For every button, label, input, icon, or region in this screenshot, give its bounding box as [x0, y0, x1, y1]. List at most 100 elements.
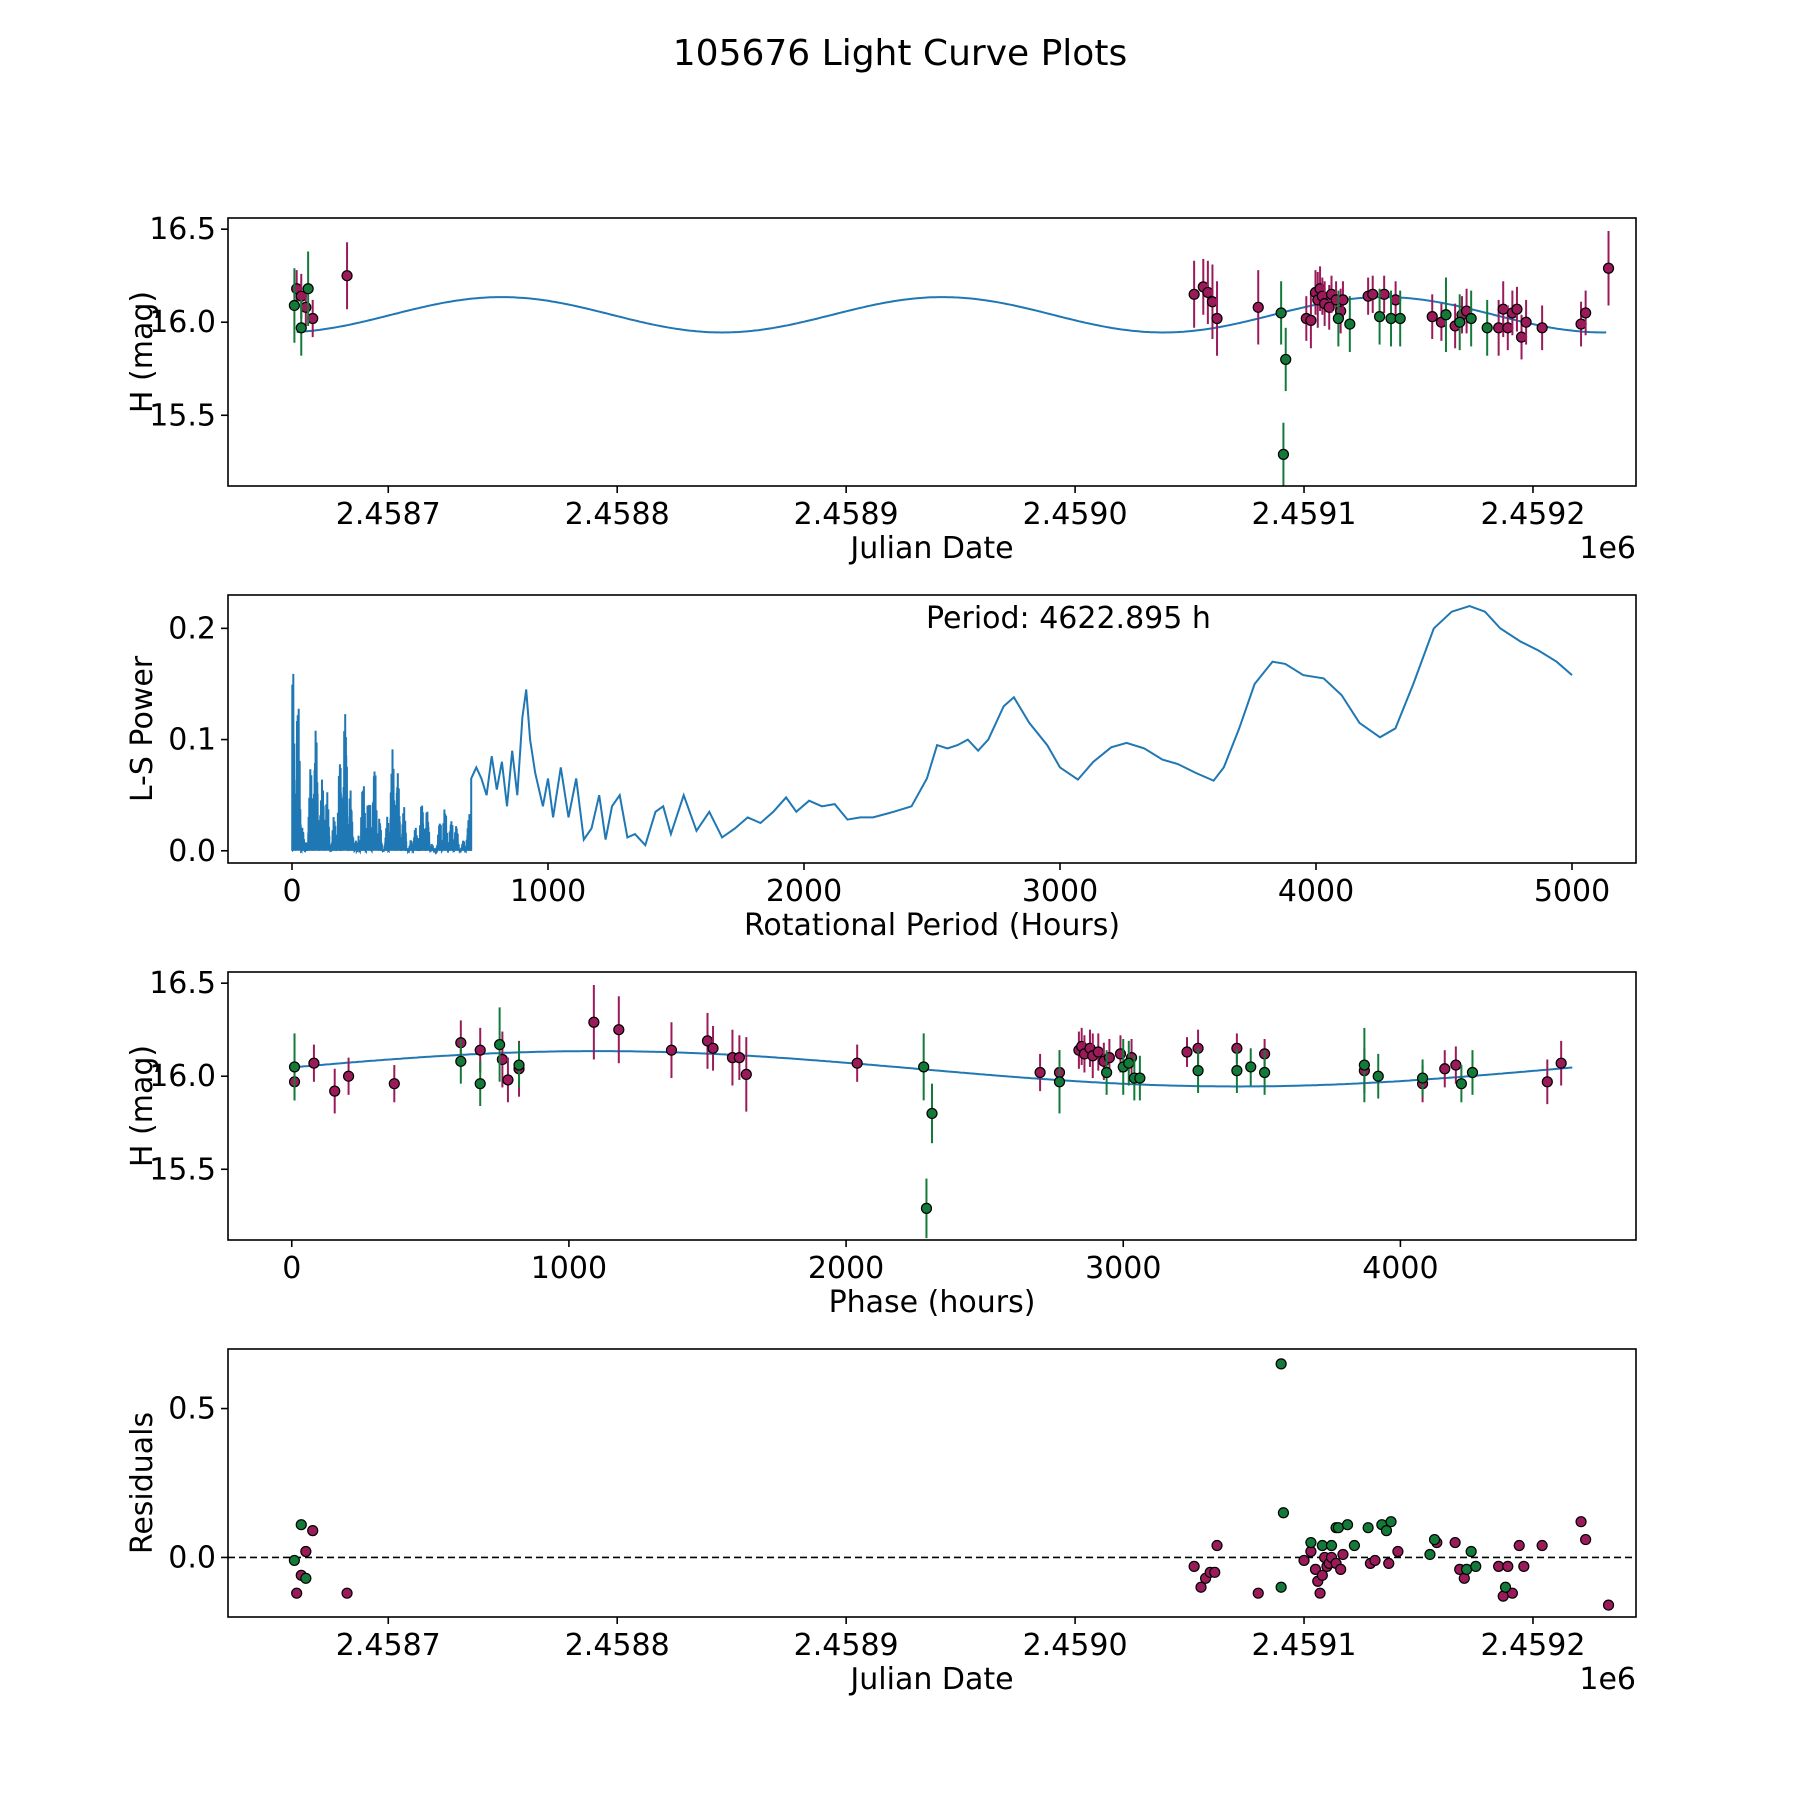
- data-point: [1428, 1533, 1441, 1546]
- series-series-a: [291, 231, 1615, 360]
- data-point: [1392, 1545, 1404, 1558]
- y-axis-label: Residuals: [125, 1412, 160, 1554]
- data-point: [588, 1016, 600, 1028]
- panel-phased: 0 1000 2000 3000 4000 15.5 16.0 16.5 Phase (hour…: [125, 966, 1637, 1320]
- data-point: [1575, 318, 1587, 330]
- x-tick-label: 5000: [1534, 874, 1610, 909]
- data-point: [1466, 1066, 1479, 1079]
- ls-power-line: [291, 605, 1573, 855]
- data-point: [1541, 1076, 1553, 1088]
- x-tick-label: 2.4590: [1023, 1628, 1128, 1663]
- plot-area: [228, 1349, 1636, 1617]
- data-point: [1305, 1536, 1317, 1549]
- data-point: [1385, 1516, 1397, 1528]
- data-point: [288, 1554, 300, 1567]
- data-point: [926, 1107, 938, 1120]
- data-point: [1305, 314, 1317, 326]
- data-point: [1416, 1072, 1429, 1084]
- x-tick-label: 2.4590: [1023, 497, 1128, 532]
- data-point: [1188, 288, 1200, 300]
- y-tick-label: 16.0: [149, 305, 216, 340]
- data-point: [1470, 1560, 1482, 1572]
- data-point: [1316, 1569, 1328, 1581]
- x-tick-label: 2.4588: [565, 1628, 670, 1663]
- panel-lightcurve: 2.4587 2.4588 2.4589 2.4590 2.4591 2.4592 15.5…: [125, 212, 1637, 566]
- data-point: [1575, 1516, 1587, 1528]
- data-point: [1493, 322, 1505, 334]
- data-point: [1211, 312, 1223, 325]
- data-point: [1188, 1560, 1200, 1572]
- data-point: [851, 1057, 863, 1069]
- data-point: [513, 1059, 525, 1071]
- data-point: [920, 1202, 933, 1214]
- data-point: [1394, 312, 1406, 325]
- x-tick-label: 0: [282, 874, 301, 909]
- data-point: [474, 1044, 486, 1056]
- data-point: [1034, 1066, 1046, 1079]
- axes-frame: [227, 971, 1637, 1241]
- data-point: [1372, 1070, 1384, 1082]
- data-point: [1231, 1065, 1243, 1077]
- x-tick-label: 2000: [766, 874, 842, 909]
- data-point: [1383, 1557, 1395, 1570]
- x-tick-label: 4000: [1362, 1251, 1438, 1286]
- plot-content: [228, 1358, 1636, 1611]
- data-point: [1123, 1057, 1135, 1069]
- data-point: [300, 1545, 312, 1558]
- y-tick-label: 16.5: [149, 966, 216, 1001]
- data-point: [300, 301, 312, 313]
- data-point: [1580, 307, 1592, 319]
- data-point: [1499, 1581, 1512, 1593]
- data-point: [1101, 1066, 1113, 1079]
- data-point: [295, 1519, 307, 1531]
- data-point: [1277, 1507, 1290, 1519]
- figure-title: 105676 Light Curve Plots: [673, 33, 1127, 74]
- data-point: [1385, 312, 1397, 325]
- data-point: [295, 322, 307, 334]
- data-point: [1134, 1072, 1146, 1084]
- charts: 2.4587 2.4588 2.4589 2.4590 2.4591 2.4592 15.5…: [125, 212, 1637, 1697]
- data-point: [1450, 1059, 1462, 1071]
- data-point: [1481, 322, 1493, 334]
- data-point: [1245, 1061, 1257, 1073]
- data-point: [288, 1061, 301, 1073]
- data-point: [1536, 322, 1548, 334]
- data-point: [342, 1070, 355, 1082]
- data-point: [1426, 311, 1438, 323]
- data-point: [1502, 322, 1514, 334]
- x-tick-label: 2.4591: [1252, 497, 1357, 532]
- data-point: [665, 1044, 678, 1056]
- data-point: [1369, 1554, 1381, 1567]
- data-point: [1380, 1525, 1393, 1537]
- model-curve: [291, 1050, 1573, 1088]
- data-point: [1373, 311, 1386, 323]
- x-tick-label: 2.4587: [336, 497, 441, 532]
- data-point: [1348, 1539, 1361, 1552]
- data-point: [1511, 303, 1523, 315]
- x-tick-label: 2.4592: [1480, 1628, 1585, 1663]
- data-point: [1513, 1539, 1525, 1552]
- y-tick-label: 0.5: [168, 1392, 216, 1427]
- data-point: [341, 1587, 353, 1599]
- x-tick-label: 2.4587: [336, 1628, 441, 1663]
- data-point: [1314, 1587, 1326, 1599]
- panel-periodogram: Period: 4622.895 h 0 1000 2000 3000 4000 5000 0…: [125, 594, 1637, 943]
- data-point: [1211, 1539, 1223, 1552]
- y-tick-label: 15.5: [149, 398, 216, 433]
- data-point: [1335, 1563, 1347, 1575]
- x-axis-label: Julian Date: [848, 1662, 1013, 1697]
- data-point: [1277, 448, 1290, 460]
- data-point: [1455, 1078, 1467, 1090]
- data-point: [1362, 1522, 1374, 1534]
- plot-area: [228, 595, 1636, 863]
- data-point: [1602, 262, 1615, 274]
- data-point: [1275, 1581, 1287, 1593]
- data-point: [302, 283, 314, 295]
- data-point: [1555, 1057, 1567, 1069]
- data-point: [1465, 1545, 1477, 1558]
- x-tick-label: 2.4589: [794, 497, 899, 532]
- data-point: [1580, 1533, 1592, 1546]
- data-point: [308, 1057, 320, 1069]
- x-tick-label: 2.4592: [1480, 497, 1585, 532]
